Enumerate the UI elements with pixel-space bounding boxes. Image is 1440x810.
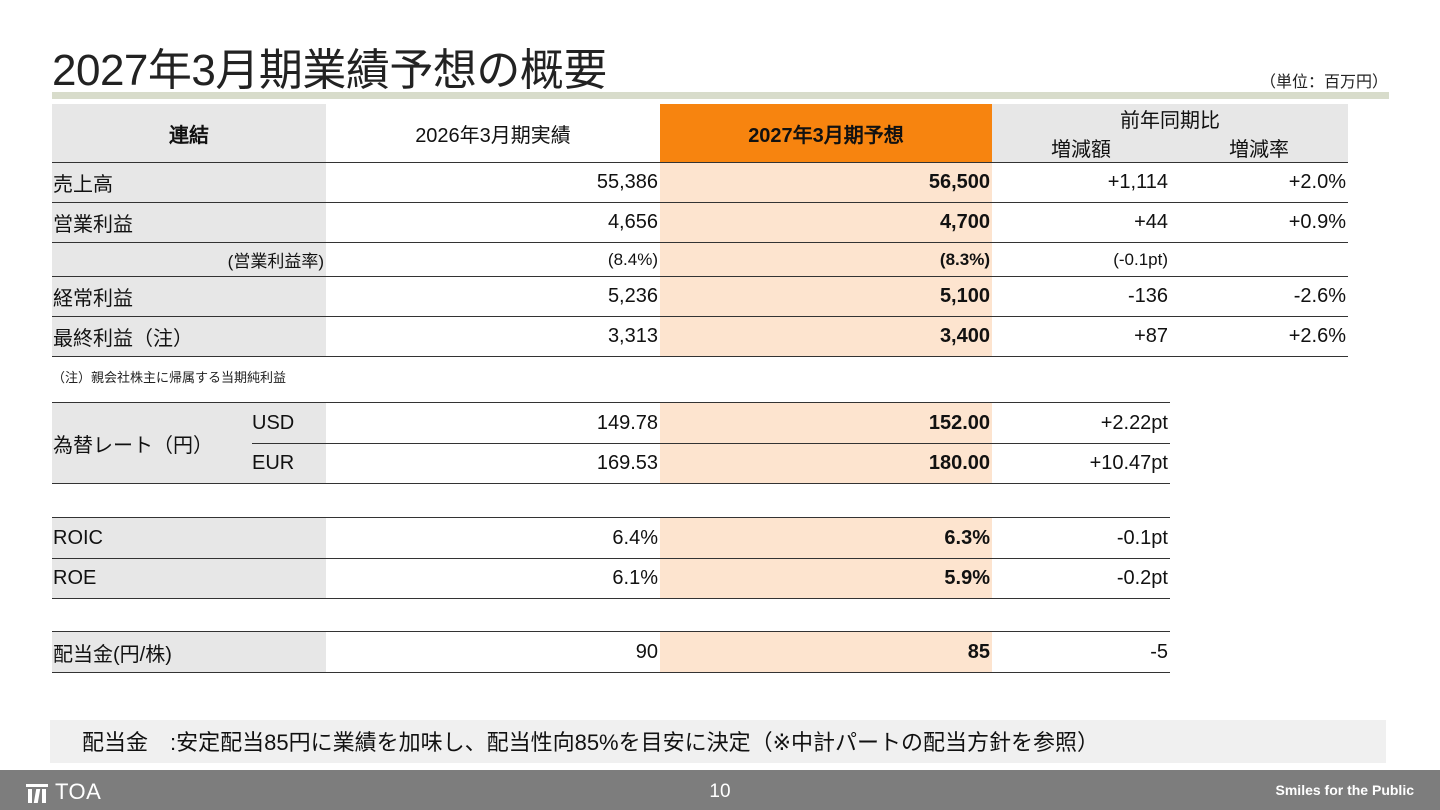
fx-currency: USD bbox=[252, 402, 326, 444]
fx-forecast: 180.00 bbox=[660, 443, 992, 484]
dividend-diff: -5 bbox=[992, 631, 1170, 673]
row-diff: -136 bbox=[992, 276, 1170, 317]
table-row: 売上高 55,386 56,500 +1,114 +2.0% bbox=[52, 162, 1348, 203]
header-prev: 2026年3月期実績 bbox=[326, 104, 660, 163]
consolidated-table: 連結 2026年3月期実績 2027年3月期予想 前年同期比 増減額 増減率 売… bbox=[52, 104, 1348, 357]
fx-diff: +2.22pt bbox=[992, 402, 1170, 444]
header-yoy: 前年同期比 bbox=[992, 104, 1348, 133]
fx-label: 為替レート（円） bbox=[52, 402, 252, 484]
header-rate: 増減率 bbox=[1170, 133, 1348, 163]
slogan: Smiles for the Public bbox=[1275, 782, 1414, 798]
row-forecast: 5,100 bbox=[660, 276, 992, 317]
row-diff: +44 bbox=[992, 202, 1170, 243]
unit-label: （単位：百万円） bbox=[1259, 74, 1388, 91]
row-forecast: 4,700 bbox=[660, 202, 992, 243]
row-rate: +0.9% bbox=[1170, 202, 1348, 243]
table-row: EUR 169.53 180.00 +10.47pt bbox=[52, 443, 1170, 484]
dividend-table: 配当金(円/株) 90 85 -5 bbox=[52, 631, 1170, 673]
row-rate: +2.0% bbox=[1170, 162, 1348, 203]
row-prev: 55,386 bbox=[326, 162, 660, 203]
row-label: 営業利益 bbox=[52, 202, 326, 243]
row-prev: 5,236 bbox=[326, 276, 660, 317]
page-title: 2027年3月期業績予想の概要 bbox=[52, 46, 607, 95]
row-prev: 4,656 bbox=[326, 202, 660, 243]
row-forecast: 3,400 bbox=[660, 316, 992, 357]
dividend-prev: 90 bbox=[326, 631, 660, 673]
ratio-diff: -0.1pt bbox=[992, 517, 1170, 559]
row-label: 売上高 bbox=[52, 162, 326, 203]
ratio-prev: 6.1% bbox=[326, 558, 660, 599]
row-diff: +1,114 bbox=[992, 162, 1170, 203]
ratio-table: ROIC 6.4% 6.3% -0.1pt ROE 6.1% 5.9% -0.2… bbox=[52, 517, 1170, 599]
table-row: (営業利益率) (8.4%) (8.3%) (-0.1pt) bbox=[52, 242, 1348, 277]
table-row: 最終利益（注） 3,313 3,400 +87 +2.6% bbox=[52, 316, 1348, 357]
footer-bar: TOA 10 Smiles for the Public bbox=[0, 770, 1440, 810]
row-label: 経常利益 bbox=[52, 276, 326, 317]
row-rate: +2.6% bbox=[1170, 316, 1348, 357]
row-label: 最終利益（注） bbox=[52, 316, 326, 357]
fx-prev: 149.78 bbox=[326, 402, 660, 444]
table-row: ROIC 6.4% 6.3% -0.1pt bbox=[52, 517, 1170, 559]
page-number: 10 bbox=[709, 781, 731, 802]
header-label: 連結 bbox=[52, 104, 326, 163]
table-row: 営業利益 4,656 4,700 +44 +0.9% bbox=[52, 202, 1348, 243]
title-divider bbox=[52, 92, 1389, 99]
fx-forecast: 152.00 bbox=[660, 402, 992, 444]
fx-diff: +10.47pt bbox=[992, 443, 1170, 484]
ratio-diff: -0.2pt bbox=[992, 558, 1170, 599]
fx-table: 為替レート（円） USD 149.78 152.00 +2.22pt EUR 1… bbox=[52, 402, 1170, 484]
ratio-forecast: 6.3% bbox=[660, 517, 992, 559]
fx-currency: EUR bbox=[252, 443, 326, 484]
company-logo: TOA bbox=[26, 779, 101, 805]
table-row: 為替レート（円） USD 149.78 152.00 +2.22pt bbox=[52, 402, 1170, 484]
ratio-forecast: 5.9% bbox=[660, 558, 992, 599]
dividend-label: 配当金(円/株) bbox=[52, 631, 326, 673]
row-forecast: (8.3%) bbox=[660, 242, 992, 277]
table-row: 経常利益 5,236 5,100 -136 -2.6% bbox=[52, 276, 1348, 317]
toa-logo-icon bbox=[26, 781, 48, 803]
ratio-label: ROIC bbox=[52, 517, 326, 559]
ratio-prev: 6.4% bbox=[326, 517, 660, 559]
table-row: ROE 6.1% 5.9% -0.2pt bbox=[52, 558, 1170, 599]
row-diff: (-0.1pt) bbox=[992, 242, 1170, 277]
row-label: (営業利益率) bbox=[52, 242, 326, 277]
row-prev: 3,313 bbox=[326, 316, 660, 357]
row-prev: (8.4%) bbox=[326, 242, 660, 277]
dividend-policy-banner: 配当金 :安定配当85円に業績を加味し、配当性向85%を目安に決定（※中計パート… bbox=[50, 720, 1386, 763]
row-diff: +87 bbox=[992, 316, 1170, 357]
table-row: 配当金(円/株) 90 85 -5 bbox=[52, 631, 1170, 673]
row-forecast: 56,500 bbox=[660, 162, 992, 203]
footnote: （注）親会社株主に帰属する当期純利益 bbox=[52, 370, 287, 385]
dividend-forecast: 85 bbox=[660, 631, 992, 673]
ratio-label: ROE bbox=[52, 558, 326, 599]
row-rate: -2.6% bbox=[1170, 276, 1348, 317]
row-rate bbox=[1170, 242, 1348, 277]
fx-prev: 169.53 bbox=[326, 443, 660, 484]
header-diff: 増減額 bbox=[992, 133, 1170, 163]
header-forecast: 2027年3月期予想 bbox=[660, 104, 992, 163]
logo-text: TOA bbox=[55, 779, 102, 804]
